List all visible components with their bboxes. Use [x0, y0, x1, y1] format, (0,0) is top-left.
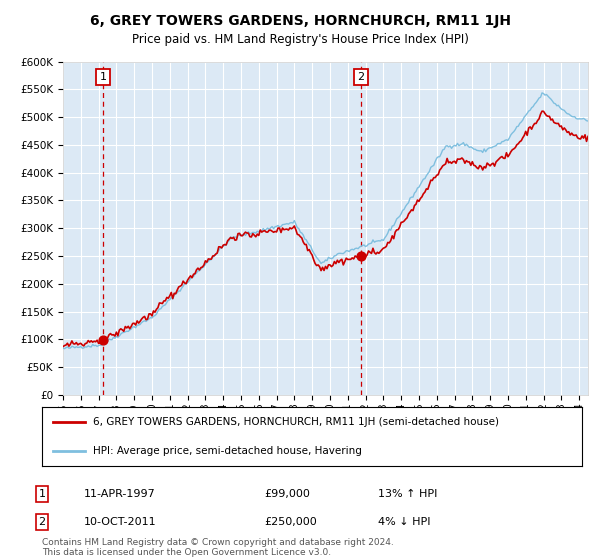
Text: 10-OCT-2011: 10-OCT-2011	[84, 517, 157, 527]
Text: 2: 2	[38, 517, 46, 527]
Text: £99,000: £99,000	[264, 489, 310, 499]
Text: 4% ↓ HPI: 4% ↓ HPI	[378, 517, 431, 527]
Text: 1: 1	[100, 72, 107, 82]
Text: HPI: Average price, semi-detached house, Havering: HPI: Average price, semi-detached house,…	[94, 446, 362, 456]
Text: Price paid vs. HM Land Registry's House Price Index (HPI): Price paid vs. HM Land Registry's House …	[131, 32, 469, 46]
Text: £250,000: £250,000	[264, 517, 317, 527]
Text: 6, GREY TOWERS GARDENS, HORNCHURCH, RM11 1JH: 6, GREY TOWERS GARDENS, HORNCHURCH, RM11…	[89, 14, 511, 28]
Point	[98, 335, 108, 344]
Point	[356, 251, 366, 260]
Text: 2: 2	[358, 72, 365, 82]
Text: 6, GREY TOWERS GARDENS, HORNCHURCH, RM11 1JH (semi-detached house): 6, GREY TOWERS GARDENS, HORNCHURCH, RM11…	[94, 417, 499, 427]
Text: Contains HM Land Registry data © Crown copyright and database right 2024.
This d: Contains HM Land Registry data © Crown c…	[42, 538, 394, 557]
Text: 13% ↑ HPI: 13% ↑ HPI	[378, 489, 437, 499]
Text: 11-APR-1997: 11-APR-1997	[84, 489, 156, 499]
Text: 1: 1	[38, 489, 46, 499]
